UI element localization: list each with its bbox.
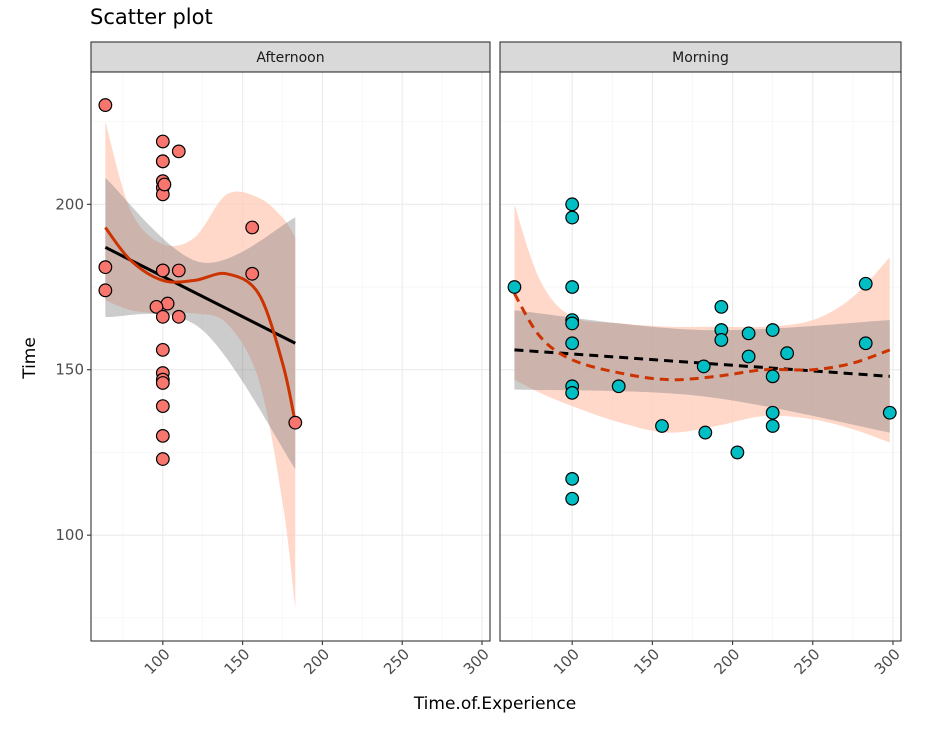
- data-point: [696, 359, 711, 374]
- data-point: [765, 369, 780, 384]
- data-point: [565, 491, 580, 506]
- data-point: [858, 336, 873, 351]
- data-point: [565, 336, 580, 351]
- data-point: [565, 385, 580, 400]
- y-axis: 100 150 200: [55, 195, 91, 544]
- x-tick-label: 100: [550, 645, 583, 678]
- x-tick-label: 200: [710, 645, 743, 678]
- data-point: [98, 283, 113, 298]
- data-point: [611, 379, 626, 394]
- data-point: [730, 445, 745, 460]
- data-point: [245, 266, 260, 281]
- data-point: [655, 419, 669, 433]
- loess-confidence-band: [105, 121, 296, 608]
- data-point: [565, 316, 580, 331]
- data-point: [565, 472, 580, 486]
- panel-morning: 100 150 200 250 300: [499, 71, 904, 678]
- x-tick-label: 150: [220, 645, 253, 678]
- loess-fit-line: [513, 292, 891, 382]
- data-point: [698, 425, 713, 440]
- data-point: [98, 98, 113, 112]
- data-point: [157, 177, 172, 192]
- data-point: [882, 405, 897, 420]
- data-point: [171, 263, 186, 278]
- data-point: [155, 399, 170, 414]
- x-tick-label: 200: [300, 645, 333, 678]
- data-point: [565, 210, 580, 225]
- linear-confidence-band: [105, 177, 296, 469]
- data-point: [714, 299, 729, 314]
- x-tick-label: 150: [630, 645, 663, 678]
- facet-strip-label-morning: Morning: [672, 50, 729, 66]
- loess-confidence-band: [514, 204, 890, 443]
- data-point: [155, 263, 170, 278]
- data-point: [155, 154, 170, 169]
- x-tick-label: 250: [380, 645, 413, 678]
- chart-title: Scatter plot: [90, 5, 213, 29]
- x-axis-label: Time.of.Experience: [413, 694, 576, 714]
- x-tick-label: 250: [791, 645, 824, 678]
- data-point: [780, 346, 795, 361]
- loess-fit-line: [104, 226, 297, 423]
- facet-afternoon: Afternoon 100 150 200 250 300: [90, 41, 493, 678]
- data-point: [507, 280, 522, 294]
- panel-border: [499, 71, 902, 642]
- data-point: [714, 333, 729, 347]
- data-point: [149, 299, 164, 314]
- data-point: [155, 342, 170, 357]
- facet-strip-label-afternoon: Afternoon: [256, 50, 324, 66]
- data-point: [288, 415, 303, 430]
- data-point: [155, 134, 170, 149]
- data-point: [765, 323, 780, 337]
- data-point: [155, 309, 170, 324]
- data-point: [741, 326, 756, 341]
- data-point: [171, 309, 186, 324]
- facet-morning: Morning 100 150 200 250 300: [499, 41, 904, 678]
- panel-afternoon: 100 150 200 250 300: [90, 71, 493, 678]
- data-point: [155, 428, 170, 443]
- data-point: [245, 220, 260, 235]
- data-point: [565, 197, 580, 212]
- data-point: [155, 376, 170, 390]
- x-tick-label: 300: [460, 645, 493, 678]
- data-point: [171, 144, 186, 159]
- facet-strip-afternoon: [90, 41, 491, 73]
- data-point: [741, 349, 756, 364]
- panel-content: [98, 98, 303, 608]
- linear-fit-line: [104, 245, 296, 345]
- y-tick-label: 200: [55, 195, 84, 213]
- data-point: [858, 276, 873, 291]
- y-tick-label: 150: [55, 361, 84, 379]
- panel-border: [90, 71, 491, 642]
- data-point: [155, 452, 170, 466]
- data-point: [765, 405, 780, 420]
- x-tick-label: 300: [871, 645, 904, 678]
- data-point: [565, 280, 580, 294]
- y-tick-label: 100: [55, 526, 84, 544]
- x-tick-label: 100: [141, 645, 174, 678]
- data-point: [98, 260, 113, 275]
- data-point: [765, 419, 780, 433]
- panel-content: [507, 197, 897, 506]
- y-axis-label: Time: [20, 337, 40, 380]
